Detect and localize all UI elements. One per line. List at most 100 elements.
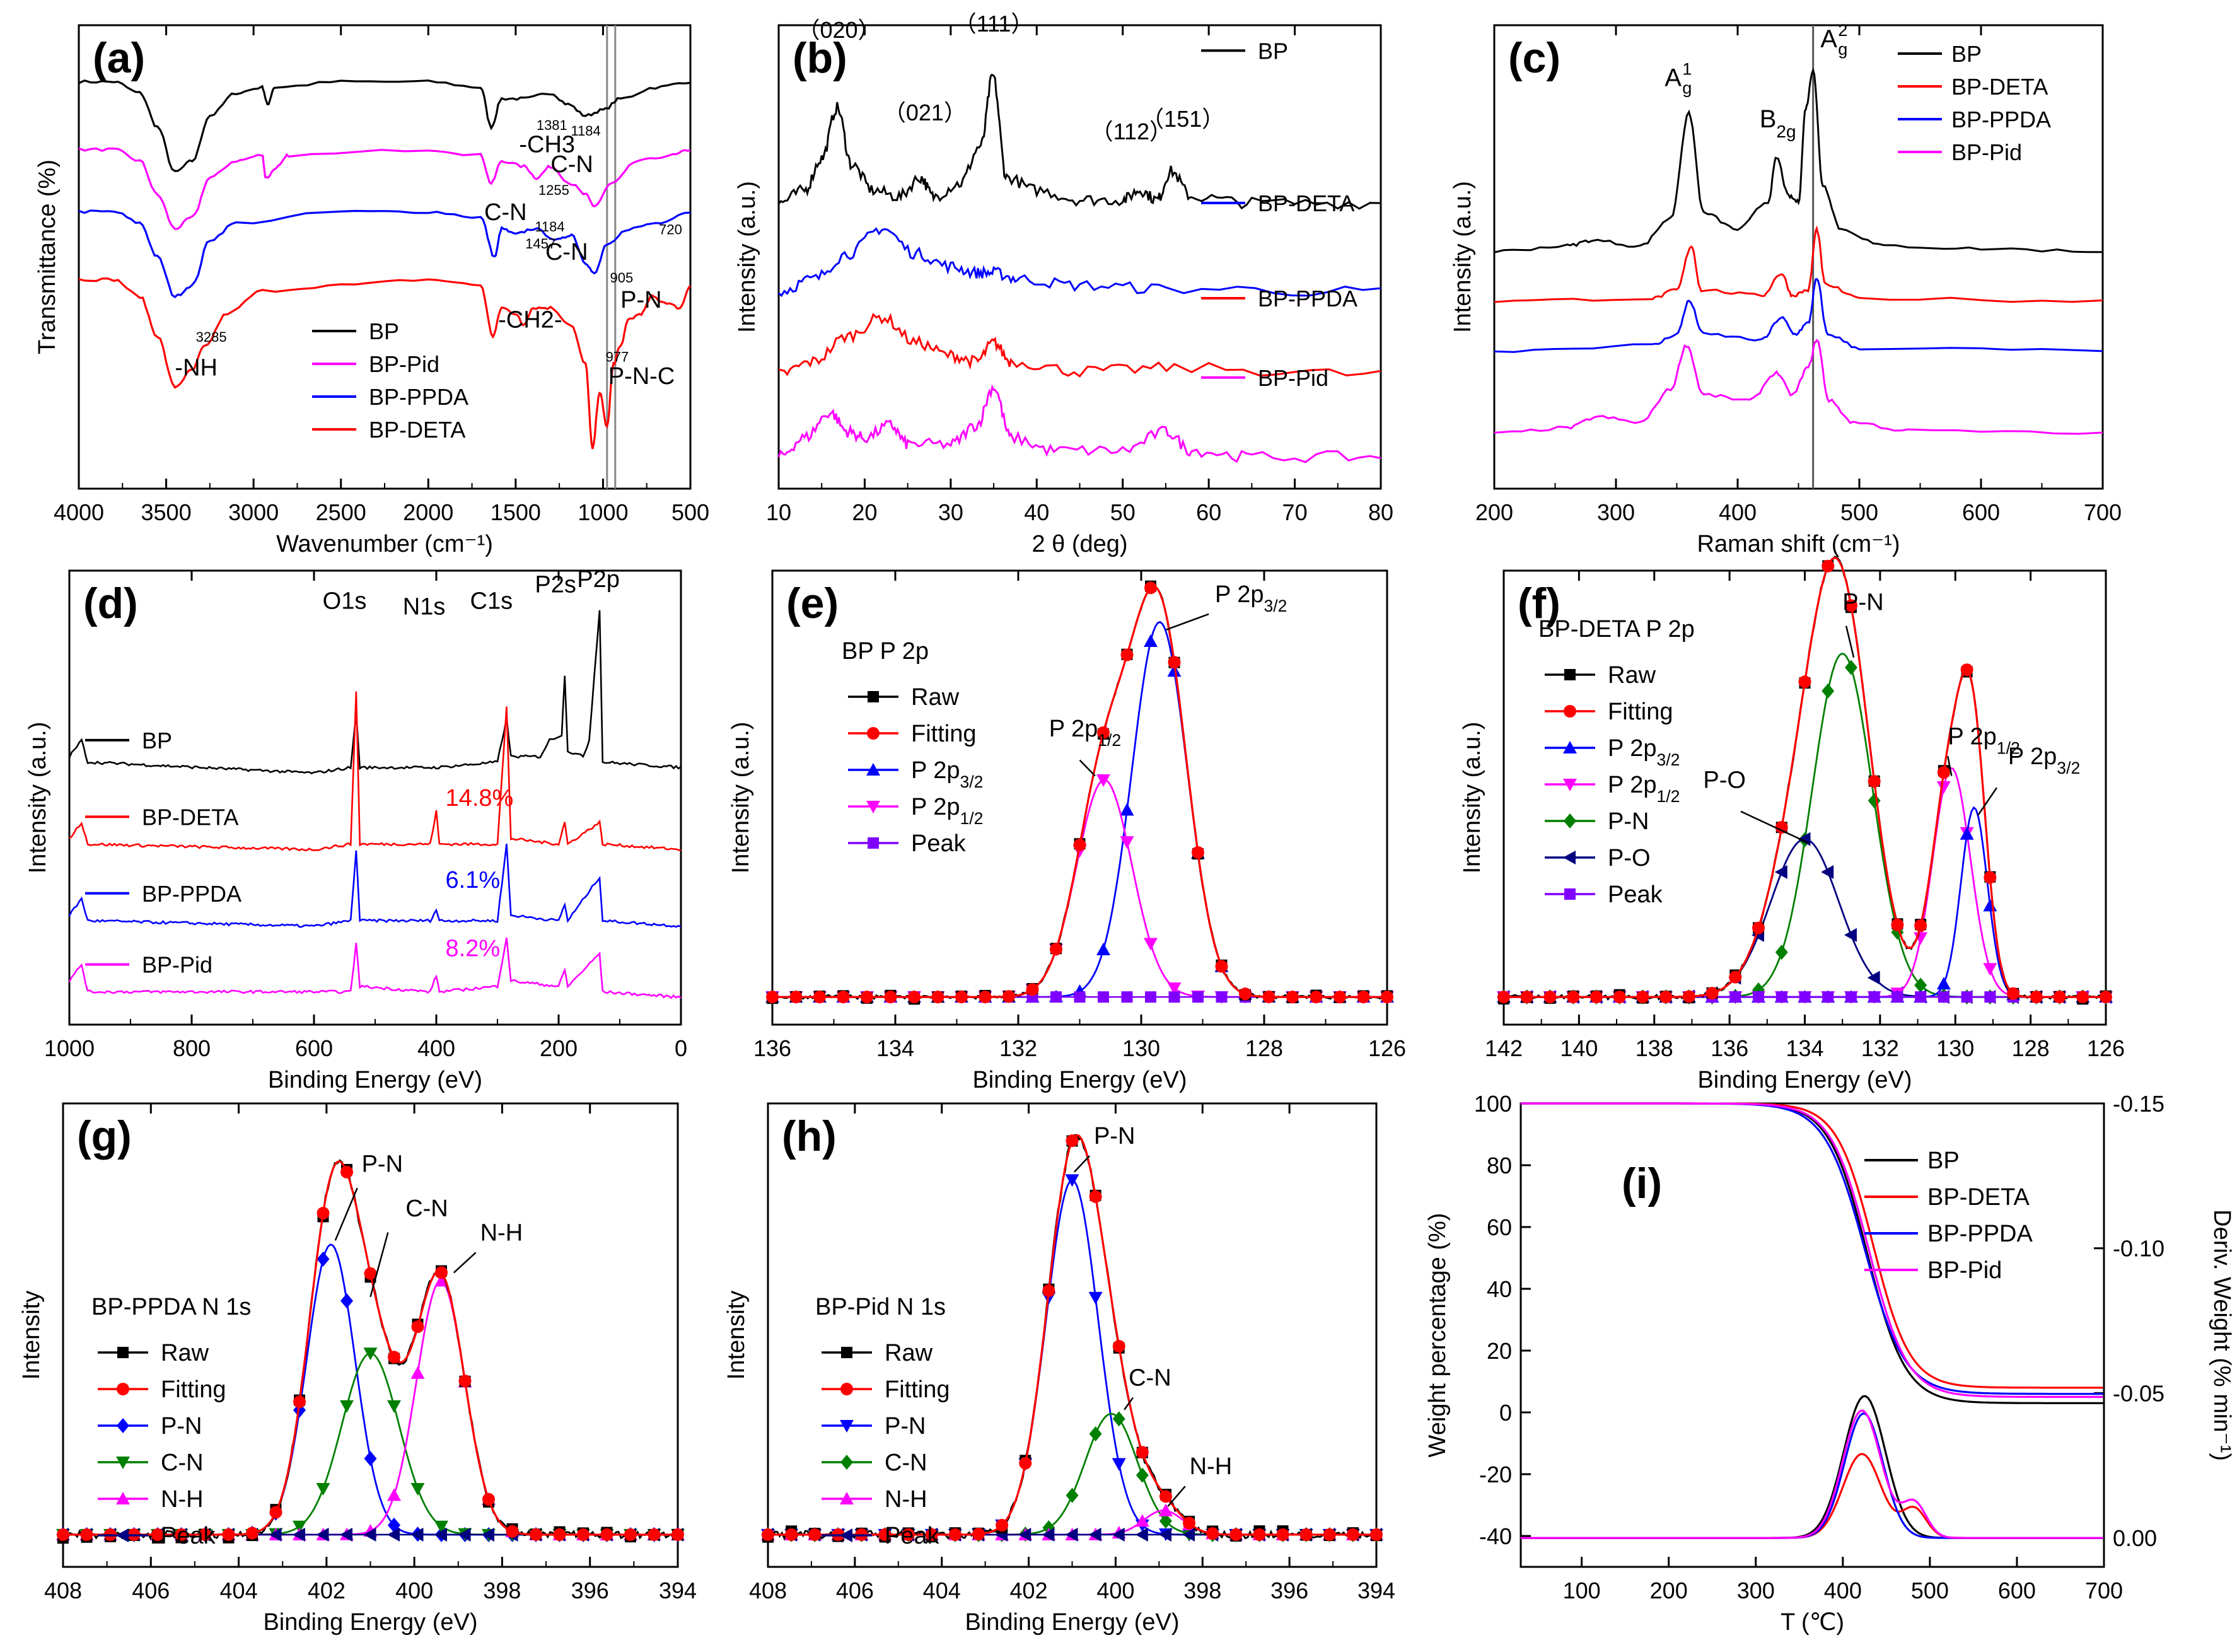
data-marker — [1144, 634, 1158, 647]
component-line-P-N — [1504, 653, 2106, 998]
data-marker — [600, 1528, 613, 1541]
data-marker — [116, 1457, 130, 1469]
data-marker — [1042, 1284, 1055, 1298]
x-tick-label: 10 — [766, 499, 791, 525]
data-marker — [340, 1400, 354, 1413]
data-marker — [1088, 1527, 1101, 1542]
annotation-label: -CH2- — [498, 307, 562, 334]
panel-label: (b) — [793, 34, 847, 82]
peak-label: N1s — [403, 593, 446, 620]
annotation-label: 1255 — [538, 182, 569, 198]
xps-title: BP-PPDA N 1s — [91, 1294, 251, 1320]
legend-label: C-N — [885, 1450, 927, 1476]
x-tick-label: 2000 — [403, 499, 453, 525]
data-marker — [175, 1528, 188, 1541]
annotation-label: -CH3 — [519, 132, 575, 158]
series-line-BP — [777, 73, 1381, 210]
panel-label: (i) — [1622, 1160, 1662, 1207]
series-line-BP-PPDA — [68, 844, 682, 928]
y-tick-label: 80 — [1487, 1153, 1512, 1178]
peak-label-arrow — [1124, 1397, 1134, 1411]
data-marker — [1752, 921, 1765, 934]
dtg-line-BP — [1521, 1395, 2103, 1539]
y-tick-label: -40 — [1479, 1523, 1512, 1549]
peak-label: C-N — [405, 1195, 448, 1222]
data-marker — [1066, 1487, 1079, 1503]
panel-label: (d) — [83, 579, 138, 627]
peak-label: O1s — [323, 588, 367, 615]
component-line-P 2p1/2 — [1504, 767, 2106, 998]
x-tick-label: 406 — [836, 1578, 874, 1603]
data-marker — [506, 1525, 519, 1538]
data-marker — [1002, 990, 1015, 1003]
data-marker — [1636, 991, 1649, 1004]
x-tick-label: 30 — [938, 499, 963, 525]
data-marker — [1938, 991, 1949, 1003]
data-marker — [1074, 991, 1086, 1003]
data-marker — [117, 1383, 129, 1395]
xps-title: BP-DETA P 2p — [1538, 616, 1695, 643]
data-marker — [317, 1251, 330, 1267]
data-marker — [1774, 864, 1787, 879]
peak-label-arrow — [1740, 810, 1809, 844]
panel-label: (g) — [77, 1112, 132, 1160]
x-tick-label: 408 — [44, 1578, 82, 1603]
data-marker — [1961, 991, 1973, 1003]
data-marker — [1168, 656, 1181, 669]
legend-label: P 2p3/2 — [911, 757, 983, 791]
x-tick-label: 500 — [1840, 499, 1878, 525]
data-marker — [340, 1293, 353, 1309]
x-tick-label: 40 — [1024, 499, 1049, 525]
data-marker — [1753, 991, 1765, 1003]
data-marker — [861, 991, 873, 1004]
legend-label: Raw — [911, 684, 960, 711]
y-axis-label: Intensity (a.u.) — [25, 722, 51, 874]
y-tick-label: 0 — [1499, 1400, 1512, 1426]
y-tick-label: 40 — [1487, 1276, 1512, 1302]
x-tick-label: 132 — [999, 1035, 1037, 1061]
data-marker — [410, 1527, 424, 1542]
data-marker — [1262, 990, 1275, 1003]
component-line-P 2p3/2 — [772, 620, 1387, 998]
x-tick-label: 3000 — [228, 499, 279, 525]
legend-label: Fitting — [911, 721, 976, 747]
data-marker — [1065, 1527, 1078, 1542]
raw-line — [767, 1134, 1377, 1541]
x-tick-label: 394 — [659, 1578, 697, 1603]
peak-label-arrow — [1165, 613, 1209, 631]
data-marker — [840, 1420, 854, 1433]
legend-label: P-O — [1608, 845, 1651, 871]
legend-label: BP-Pid — [1258, 365, 1328, 391]
peak-label-a2g-main: A — [1820, 25, 1837, 53]
annotation-label: P-N-C — [608, 363, 675, 390]
x-tick-label: 800 — [173, 1035, 211, 1061]
data-marker — [1159, 1513, 1172, 1529]
data-marker — [1144, 938, 1158, 951]
legend-label: Peak — [885, 1523, 940, 1549]
legend-label: Raw — [885, 1340, 933, 1366]
data-marker — [1891, 918, 1904, 931]
data-marker — [57, 1528, 69, 1541]
peak-label: P2s — [535, 572, 576, 598]
data-marker — [364, 1451, 377, 1467]
data-marker — [1844, 660, 1857, 675]
data-marker — [1520, 991, 1533, 1004]
legend-label: BP-Pid — [142, 952, 212, 978]
data-marker — [1914, 977, 1927, 993]
legend-label: Peak — [161, 1523, 216, 1549]
peak-label-a1g: A 1g — [1665, 59, 1692, 97]
y-axis-label: Weight percentage (%) — [1424, 1213, 1451, 1458]
x-tick-label: 200 — [540, 1035, 578, 1061]
x-axis-label: Binding Energy (eV) — [268, 1067, 482, 1093]
x-tick-label: 130 — [1936, 1035, 1974, 1061]
data-marker — [340, 1527, 352, 1542]
y2-axis-label: Deriv. Weight (% min⁻¹) — [2209, 1209, 2235, 1461]
peak-label: P-O — [1703, 767, 1746, 793]
plot-frame-b — [777, 24, 1382, 490]
data-marker — [1960, 663, 1973, 677]
percent-label-ppda: 6.1% — [446, 867, 501, 893]
data-marker — [902, 1528, 915, 1541]
x-tick-label: 136 — [753, 1035, 791, 1061]
data-marker — [925, 1528, 938, 1541]
data-marker — [1370, 1528, 1383, 1541]
